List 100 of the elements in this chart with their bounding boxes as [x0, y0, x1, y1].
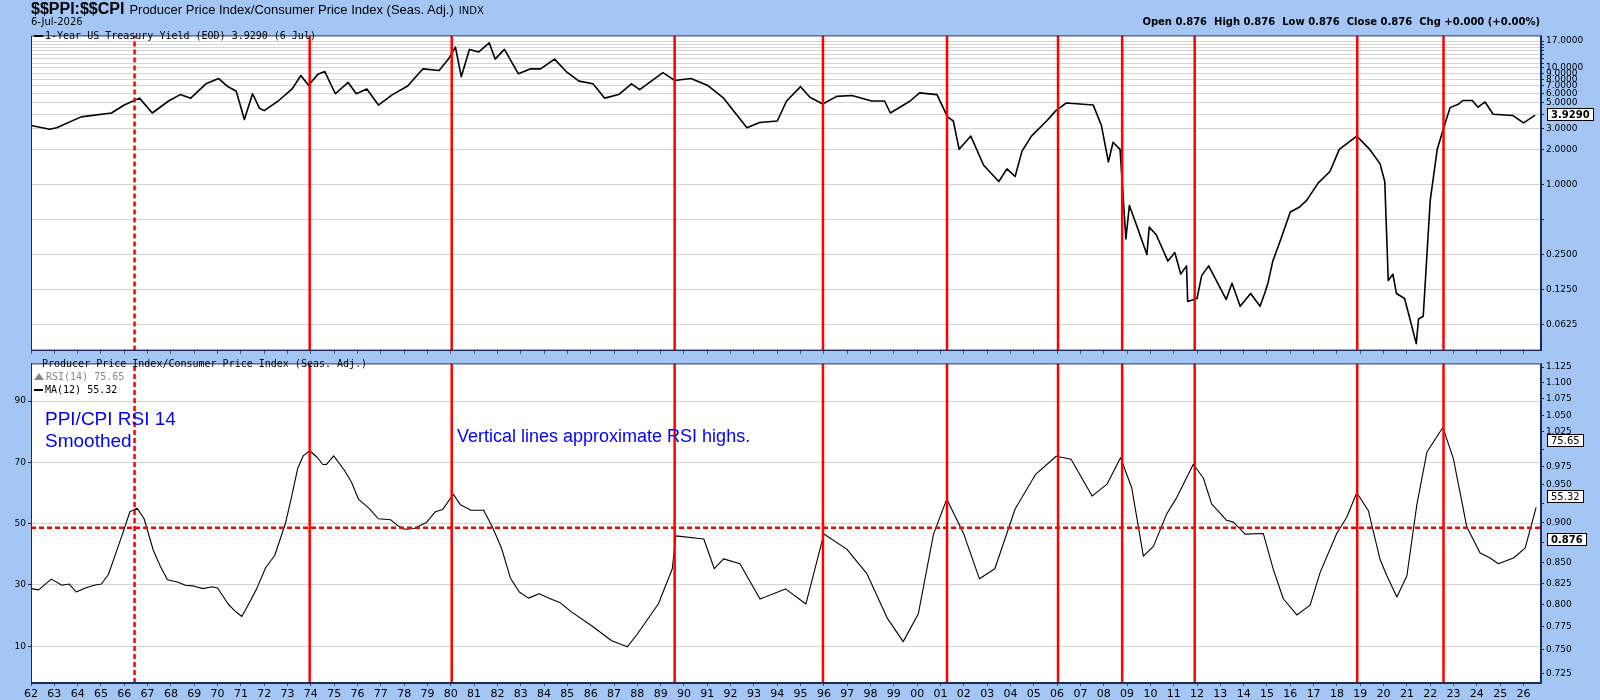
x-tick-label: 99 [886, 687, 901, 700]
text: 0.876 [1547, 533, 1587, 546]
x-tick-label: 25 [1493, 687, 1508, 700]
x-tick-label: 87 [607, 687, 622, 700]
x-tick-label: 73 [280, 687, 295, 700]
y2-tick-label: 1.050 [1546, 409, 1573, 420]
x-tick-label: 03 [980, 687, 995, 700]
x-tick-label: 69 [187, 687, 202, 700]
x-tick-label: 93 [746, 687, 761, 700]
x-tick-label: 23 [1446, 687, 1461, 700]
x-tick-label: 76 [350, 687, 365, 700]
x-tick-label: 17 [1306, 687, 1321, 700]
x-tick-label: 11 [1166, 687, 1181, 700]
x-tick-label: 09 [1120, 687, 1135, 700]
y2-tick-label: 0.725 [1546, 667, 1572, 678]
x-tick-label: 82 [490, 687, 505, 700]
x-tick-label: 85 [560, 687, 575, 700]
annotation: RSI(14) 75.65 [46, 370, 125, 383]
x-tick-label: 21 [1399, 687, 1414, 700]
x-tick-label: 98 [863, 687, 878, 700]
y2-tick-label: 0.825 [1546, 577, 1572, 588]
text: 6-Jul-2026 [31, 16, 83, 27]
x-tick-label: 26 [1516, 687, 1531, 700]
x-tick-label: 68 [163, 687, 178, 700]
y-tick-label: 1.0000 [1546, 178, 1578, 189]
x-tick-label: 77 [373, 687, 388, 700]
x-tick-label: 64 [70, 687, 85, 700]
x-tick-label: 06 [1050, 687, 1065, 700]
x-tick-label: 16 [1283, 687, 1298, 700]
x-tick-label: 13 [1213, 687, 1228, 700]
x-tick-label: 90 [676, 687, 691, 700]
x-tick-label: 01 [933, 687, 948, 700]
x-tick-label: 78 [397, 687, 412, 700]
chart-title: $$PPI:$$CPI [31, 0, 125, 17]
x-tick-label: 15 [1259, 687, 1274, 700]
y-tick-label: 30 [14, 579, 27, 590]
x-tick-label: 14 [1236, 687, 1251, 700]
y2-tick-label: 1.025 [1546, 426, 1572, 437]
y2-tick-label: 0.750 [1546, 644, 1573, 655]
x-tick-label: 12 [1190, 687, 1205, 700]
y-tick-label: 3.0000 [1546, 123, 1578, 134]
x-tick-label: 00 [910, 687, 925, 700]
x-tick-label: 10 [1143, 687, 1158, 700]
x-tick-label: 89 [653, 687, 668, 700]
x-tick-label: 75 [327, 687, 342, 700]
x-tick-label: 80 [443, 687, 458, 700]
x-tick-label: 22 [1423, 687, 1438, 700]
y2-tick-label: 0.975 [1546, 461, 1572, 472]
x-tick-label: 02 [956, 687, 971, 700]
y-tick-label: 50 [14, 518, 27, 528]
x-tick-label: 08 [1096, 687, 1111, 700]
y-tick-label: 17.0000 [1546, 35, 1584, 46]
y-tick-label: 2.0000 [1546, 143, 1578, 154]
y-tick-label: 0.1250 [1546, 284, 1578, 295]
x-tick-label: 70 [210, 687, 225, 700]
y-tick-label: 0.2500 [1546, 248, 1578, 259]
text: 3.9290 [1547, 108, 1594, 121]
x-tick-label: 63 [47, 687, 62, 700]
y2-tick-label: 0.900 [1546, 516, 1573, 527]
y2-tick-label: 0.800 [1546, 599, 1573, 610]
x-tick-label: 84 [537, 687, 552, 700]
x-tick-label: 83 [513, 687, 528, 700]
x-tick-label: 74 [303, 687, 318, 700]
text: 55.32 [1547, 490, 1584, 503]
text: INDX [458, 5, 484, 16]
y-tick-label: 70 [14, 456, 27, 467]
x-tick-label: 20 [1376, 687, 1391, 700]
x-tick-label: 71 [233, 687, 248, 700]
x-tick-label: 19 [1353, 687, 1368, 700]
legend-label: MA(12) 55.32 [45, 383, 118, 396]
y-tick-label: 0.0625 [1546, 319, 1578, 330]
x-tick-label: 88 [630, 687, 645, 700]
x-tick-label: 94 [770, 687, 785, 700]
x-tick-label: 24 [1469, 687, 1484, 700]
y-tick-label: 10 [14, 640, 27, 651]
x-tick-label: 04 [1003, 687, 1018, 700]
x-tick-label: 79 [420, 687, 435, 700]
legend-title: Producer Price Index/Consumer Price Index (Seas. Adj.) [41, 357, 368, 370]
x-tick-label: 95 [793, 687, 808, 700]
x-tick-label: 66 [117, 687, 132, 700]
x-tick-label: 67 [140, 687, 155, 700]
text: 75.65 [1547, 434, 1584, 447]
x-tick-label: 92 [723, 687, 738, 700]
y-tick-label: 5.0000 [1546, 97, 1578, 108]
y2-tick-label: 1.125 [1546, 361, 1572, 372]
x-tick-label: 72 [257, 687, 272, 700]
x-tick-label: 86 [583, 687, 598, 700]
y-tick-label: 90 [14, 395, 27, 406]
y-tick-label: 7.0000 [1546, 80, 1578, 91]
legend-label: 1-Year US Treasury Yield (EOD) 3.9290 (6 Jul) [45, 29, 316, 42]
x-tick-label: 81 [467, 687, 482, 700]
x-tick-label: 96 [816, 687, 831, 700]
x-tick-label: 91 [700, 687, 715, 700]
y2-tick-label: 1.100 [1546, 377, 1573, 388]
x-tick-label: 62 [24, 687, 38, 700]
text: Open 0.876 High 0.876 Low 0.876 Close 0.876 Chg +0.000 (+0.00%) [1142, 16, 1540, 27]
y2-tick-label: 0.850 [1546, 556, 1573, 567]
y2-tick-label: 0.950 [1546, 479, 1573, 490]
x-tick-label: 05 [1026, 687, 1041, 700]
y-tick-label: 6.0000 [1546, 88, 1578, 99]
